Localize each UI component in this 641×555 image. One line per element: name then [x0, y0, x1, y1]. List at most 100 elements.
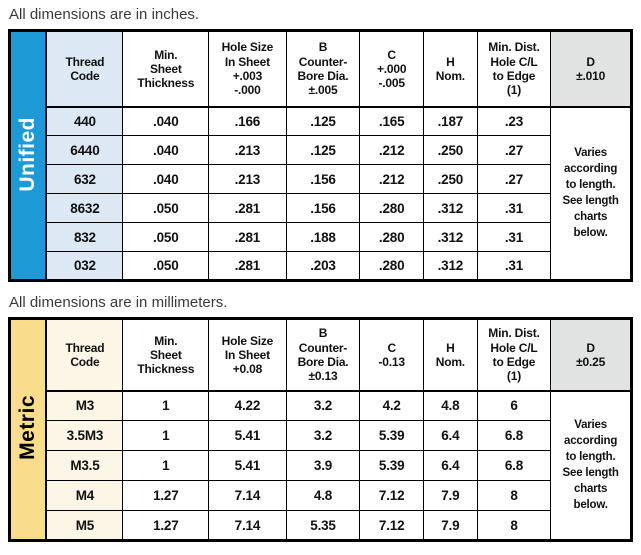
d-varies-note: Varies according to length. See length c…: [550, 106, 632, 281]
side-label: Metric: [9, 318, 48, 542]
thread-code-cell: 3.5M3: [45, 420, 124, 451]
column-header: Min. Sheet Thickness: [122, 318, 210, 392]
value-cell: .050: [122, 222, 210, 252]
value-cell: 6.8: [476, 450, 552, 481]
value-cell: 4.2: [359, 390, 424, 421]
thread-code-cell: M5: [45, 510, 124, 541]
value-cell: 8: [476, 480, 552, 511]
thread-code-cell: 032: [45, 251, 124, 281]
column-header: B Counter- Bore Dia. ±0.13: [285, 318, 361, 392]
value-cell: .281: [208, 222, 287, 252]
value-cell: .213: [208, 164, 287, 194]
table-row: 440.040.166.125.165.187.23 Varies accordi…: [10, 106, 632, 281]
value-cell: .166: [208, 106, 287, 136]
value-cell: .31: [476, 222, 552, 252]
metric-mm-table: Metric Thread Code Min. Sheet Thickness Hol…: [8, 317, 633, 542]
millimeters-caption: All dimensions are in millimeters.: [9, 294, 228, 311]
column-header: Hole Size In Sheet +.003 -.000: [208, 30, 287, 108]
value-cell: 7.12: [359, 480, 424, 511]
value-cell: 3.2: [285, 390, 361, 421]
value-cell: 7.9: [422, 480, 478, 511]
value-cell: 7.14: [208, 480, 287, 511]
thread-code-cell: M3.5: [45, 450, 124, 481]
value-cell: .040: [122, 106, 210, 136]
table-row: M3.5 1 5.41 3.9 5.39 6.4 6.8: [10, 450, 632, 481]
page: All dimensions are in inches. Unified Thr…: [8, 6, 633, 542]
column-header: Thread Code: [45, 30, 124, 108]
value-cell: 7.12: [359, 510, 424, 541]
value-cell: .31: [476, 251, 552, 281]
value-cell: 6.8: [476, 420, 552, 451]
value-cell: 1.27: [122, 480, 210, 511]
column-header: C -0.13: [359, 318, 424, 392]
table-row: M3 1 4.22 3.2 4.2 4.8 6 Varies according to len…: [10, 390, 632, 541]
value-cell: 1: [122, 390, 210, 421]
thread-code-cell: 832: [45, 222, 124, 252]
column-header: Hole Size In Sheet +0.08: [208, 318, 287, 392]
column-header: Min. Dist. Hole C/L to Edge (1): [476, 30, 552, 108]
value-cell: 6.4: [422, 420, 478, 451]
value-cell: .212: [359, 135, 424, 165]
table-row: 832.050.281.188.280.312.31: [10, 222, 632, 252]
thread-code-cell: 632: [45, 164, 124, 194]
column-header: D ±.010: [550, 30, 632, 108]
value-cell: .280: [359, 251, 424, 281]
value-cell: 5.39: [359, 420, 424, 451]
value-cell: 7.9: [422, 510, 478, 541]
table-row: 632.040.213.156.212.250.27: [10, 164, 632, 194]
side-label: Unified: [9, 30, 48, 282]
value-cell: .312: [422, 251, 478, 281]
value-cell: .280: [359, 193, 424, 223]
value-cell: .312: [422, 222, 478, 252]
side-label-text: Metric: [15, 395, 39, 461]
value-cell: 1.27: [122, 510, 210, 541]
value-cell: .281: [208, 251, 287, 281]
thread-code-cell: 6440: [45, 135, 124, 165]
value-cell: 4.8: [422, 390, 478, 421]
value-cell: 8: [476, 510, 552, 541]
column-header: D ±0.25: [550, 318, 632, 392]
thread-code-cell: 8632: [45, 193, 124, 223]
inches-caption: All dimensions are in inches.: [9, 6, 200, 23]
value-cell: .125: [285, 106, 361, 136]
value-cell: 1: [122, 450, 210, 481]
unified-inches-table: Unified Thread Code Min. Sheet Thickness Ho…: [8, 29, 633, 282]
column-header: Min. Dist. Hole C/L to Edge (1): [476, 318, 552, 392]
column-header: H Nom.: [422, 318, 478, 392]
d-varies-note: Varies according to length. See length c…: [550, 390, 632, 541]
value-cell: .050: [122, 251, 210, 281]
value-cell: .040: [122, 135, 210, 165]
value-cell: .156: [285, 164, 361, 194]
value-cell: .250: [422, 164, 478, 194]
value-cell: .250: [422, 135, 478, 165]
value-cell: .281: [208, 193, 287, 223]
side-label-text: Unified: [15, 116, 39, 192]
value-cell: 5.35: [285, 510, 361, 541]
value-cell: .040: [122, 164, 210, 194]
table-row: 3.5M3 1 5.41 3.2 5.39 6.4 6.8: [10, 420, 632, 451]
value-cell: 7.14: [208, 510, 287, 541]
value-cell: 4.22: [208, 390, 287, 421]
value-cell: .187: [422, 106, 478, 136]
value-cell: .27: [476, 164, 552, 194]
value-cell: .212: [359, 164, 424, 194]
column-header: Thread Code: [45, 318, 124, 392]
value-cell: 5.41: [208, 450, 287, 481]
thread-code-cell: M3: [45, 390, 124, 421]
value-cell: .165: [359, 106, 424, 136]
table-row: M4 1.27 7.14 4.8 7.12 7.9 8: [10, 480, 632, 511]
value-cell: .23: [476, 106, 552, 136]
value-cell: 3.9: [285, 450, 361, 481]
value-cell: 5.39: [359, 450, 424, 481]
value-cell: .213: [208, 135, 287, 165]
value-cell: .156: [285, 193, 361, 223]
value-cell: 6: [476, 390, 552, 421]
table-row: M5 1.27 7.14 5.35 7.12 7.9 8: [10, 510, 632, 541]
value-cell: .280: [359, 222, 424, 252]
value-cell: 1: [122, 420, 210, 451]
column-header: B Counter- Bore Dia. ±.005: [285, 30, 361, 108]
value-cell: .188: [285, 222, 361, 252]
value-cell: .31: [476, 193, 552, 223]
thread-code-cell: M4: [45, 480, 124, 511]
value-cell: .27: [476, 135, 552, 165]
